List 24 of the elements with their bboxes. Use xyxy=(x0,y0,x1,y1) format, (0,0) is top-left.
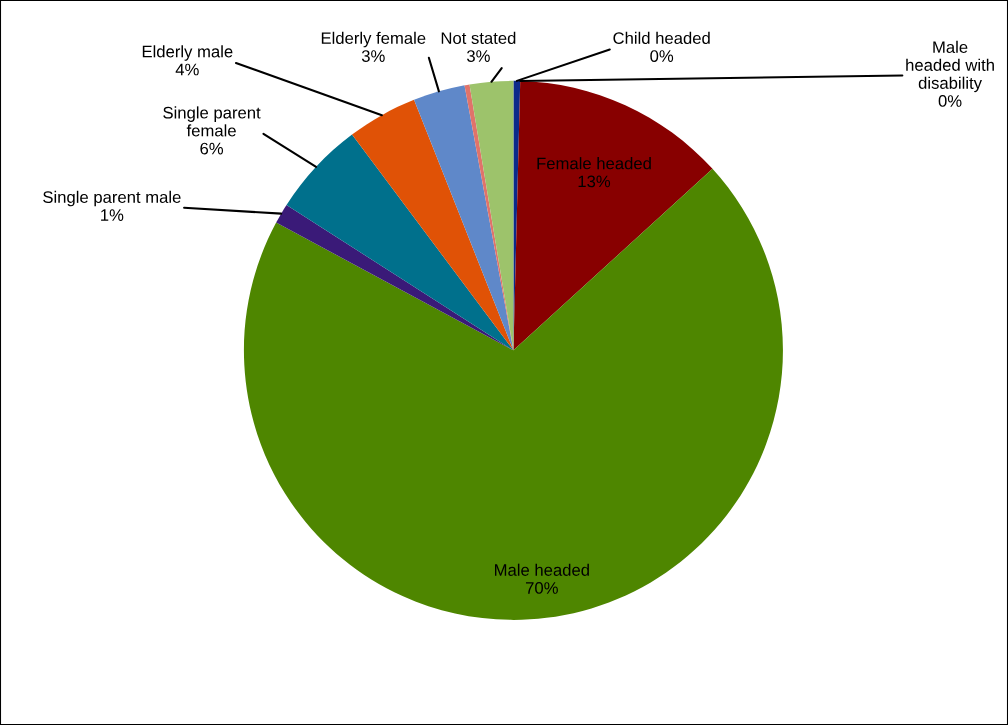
slice-label: Child headed xyxy=(613,31,710,45)
pie-slice xyxy=(243,168,783,620)
slice-label: Male headed xyxy=(495,563,589,576)
slice-label: Elderly male xyxy=(142,45,233,61)
slice-label: Single parent female xyxy=(163,106,261,137)
text: 0% xyxy=(938,95,962,107)
pie-slice xyxy=(276,204,514,351)
slice-label: Not stated xyxy=(441,31,516,45)
pie-slice xyxy=(352,99,514,351)
pie-slice xyxy=(513,80,713,351)
category-label: Male headed with disability xyxy=(906,40,994,93)
data-label: 1% xyxy=(101,209,124,221)
slice-label: Elderly female xyxy=(321,31,426,48)
slice-label: Female headed xyxy=(537,157,651,170)
data-label: 4% xyxy=(175,63,199,76)
data-label: 13% xyxy=(578,175,611,188)
data-label: 3% xyxy=(466,50,490,62)
pie-slice xyxy=(286,134,514,351)
data-label: 0% xyxy=(650,50,674,62)
data-label: 6% xyxy=(200,142,224,155)
data-label: 70% xyxy=(525,582,558,594)
slice-label: Single parent male xyxy=(43,190,181,207)
data-label: 3% xyxy=(361,50,385,62)
pie-slice xyxy=(414,85,514,351)
